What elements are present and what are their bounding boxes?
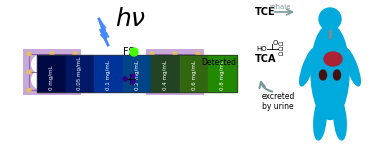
Circle shape bbox=[178, 71, 195, 89]
Text: $h\nu$: $h\nu$ bbox=[115, 7, 146, 31]
Circle shape bbox=[196, 52, 200, 56]
Circle shape bbox=[178, 55, 195, 73]
Bar bbox=[180, 55, 208, 92]
Circle shape bbox=[50, 52, 54, 56]
Circle shape bbox=[181, 59, 191, 69]
Text: FS: FS bbox=[123, 47, 135, 57]
Text: 0.05 mg/mL: 0.05 mg/mL bbox=[77, 57, 82, 90]
Bar bbox=[65, 55, 94, 92]
Text: Cl: Cl bbox=[278, 42, 284, 46]
Ellipse shape bbox=[311, 25, 349, 120]
Text: excreted
by urine: excreted by urine bbox=[262, 92, 295, 111]
Text: TCA: TCA bbox=[255, 54, 276, 64]
Ellipse shape bbox=[333, 70, 341, 80]
Text: Detected: Detected bbox=[201, 58, 237, 67]
Circle shape bbox=[196, 70, 200, 74]
Text: 0.8 mg/mL: 0.8 mg/mL bbox=[220, 60, 225, 90]
Circle shape bbox=[155, 55, 172, 73]
Circle shape bbox=[131, 74, 135, 78]
Circle shape bbox=[27, 88, 31, 92]
Circle shape bbox=[131, 80, 135, 84]
Text: HO: HO bbox=[256, 46, 266, 52]
Circle shape bbox=[150, 52, 154, 56]
Circle shape bbox=[159, 75, 169, 85]
Circle shape bbox=[150, 88, 154, 92]
Circle shape bbox=[32, 71, 50, 89]
Ellipse shape bbox=[324, 52, 342, 66]
Circle shape bbox=[196, 88, 200, 92]
Text: 0 mg/mL: 0 mg/mL bbox=[49, 65, 54, 90]
Bar bbox=[94, 55, 123, 92]
Text: O: O bbox=[273, 40, 278, 46]
Text: Cl: Cl bbox=[278, 51, 284, 56]
Circle shape bbox=[50, 88, 54, 92]
Circle shape bbox=[319, 8, 341, 30]
Bar bbox=[23, 49, 81, 95]
Circle shape bbox=[54, 55, 72, 73]
Circle shape bbox=[159, 59, 169, 69]
Bar bbox=[208, 55, 237, 92]
Circle shape bbox=[130, 48, 138, 56]
Circle shape bbox=[27, 52, 31, 56]
Circle shape bbox=[32, 55, 50, 73]
Ellipse shape bbox=[334, 98, 346, 140]
Bar bbox=[37, 55, 237, 92]
Bar bbox=[146, 49, 204, 95]
Text: 0.2 mg/mL: 0.2 mg/mL bbox=[135, 60, 139, 90]
Ellipse shape bbox=[319, 70, 327, 80]
Bar bbox=[123, 55, 151, 92]
Text: TCE: TCE bbox=[255, 7, 276, 17]
Circle shape bbox=[150, 70, 154, 74]
Circle shape bbox=[155, 71, 172, 89]
Circle shape bbox=[27, 70, 31, 74]
Polygon shape bbox=[99, 19, 109, 44]
Text: inhale: inhale bbox=[269, 4, 291, 10]
Circle shape bbox=[123, 77, 127, 81]
Ellipse shape bbox=[344, 48, 360, 86]
Text: Cl: Cl bbox=[278, 46, 284, 51]
Bar bbox=[37, 55, 65, 92]
Ellipse shape bbox=[314, 98, 326, 140]
Bar bbox=[151, 55, 180, 92]
Circle shape bbox=[181, 75, 191, 85]
Circle shape bbox=[73, 52, 77, 56]
Circle shape bbox=[173, 52, 177, 56]
Circle shape bbox=[173, 70, 177, 74]
Text: 0.4 mg/mL: 0.4 mg/mL bbox=[163, 60, 168, 90]
Ellipse shape bbox=[300, 48, 316, 86]
Circle shape bbox=[54, 71, 72, 89]
Circle shape bbox=[173, 88, 177, 92]
Circle shape bbox=[73, 70, 77, 74]
Text: 0.1 mg/mL: 0.1 mg/mL bbox=[106, 60, 111, 90]
Circle shape bbox=[50, 70, 54, 74]
Text: 0.6 mg/mL: 0.6 mg/mL bbox=[192, 60, 197, 90]
Circle shape bbox=[73, 88, 77, 92]
